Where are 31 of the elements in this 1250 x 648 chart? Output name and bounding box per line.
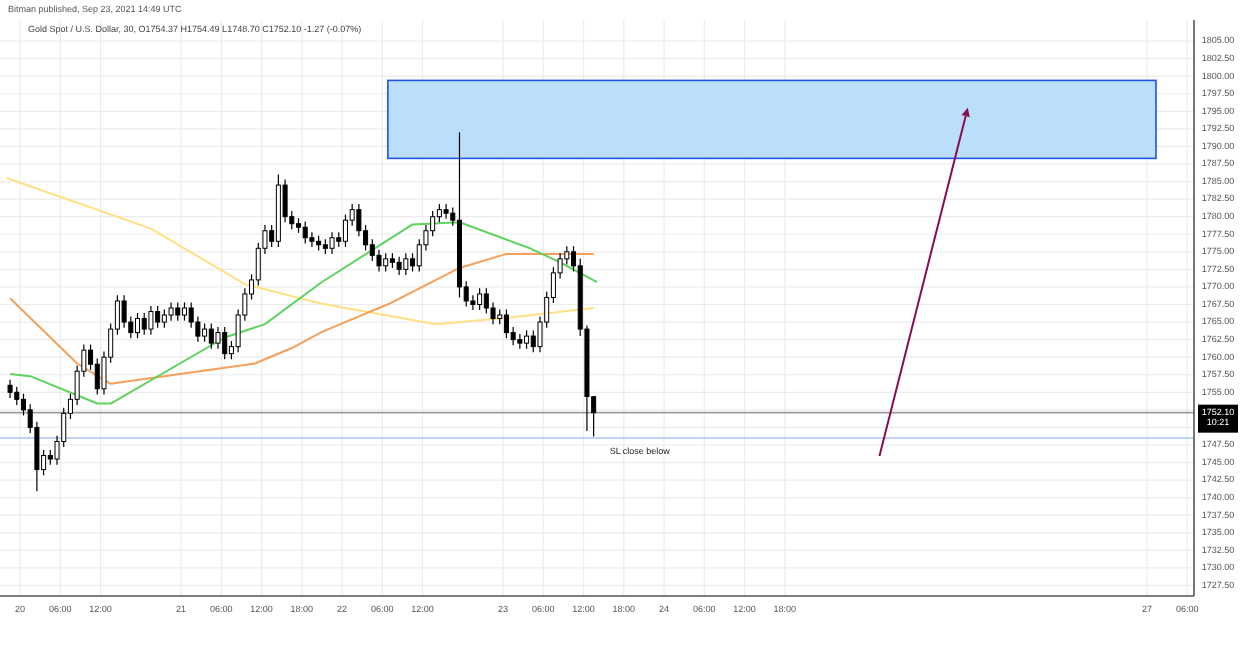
candlestick [517, 333, 523, 350]
candlestick [530, 329, 536, 353]
line-series [9, 221, 598, 405]
candlestick [222, 326, 228, 360]
candlestick [175, 301, 181, 322]
candlestick [161, 308, 167, 329]
candlestick [443, 203, 449, 220]
candlestick [181, 301, 187, 322]
candlestick [383, 252, 389, 273]
line-series [9, 252, 595, 385]
candlestick [215, 326, 221, 350]
candlestick [302, 221, 308, 244]
candlestick [7, 379, 13, 399]
candlestick [155, 305, 161, 329]
candlestick [94, 357, 100, 395]
candlestick [436, 203, 442, 223]
candlestick [524, 329, 530, 350]
candlestick [403, 252, 409, 276]
candlestick [410, 252, 416, 273]
candlestick [208, 322, 214, 350]
candlestick [342, 213, 348, 248]
candlestick [202, 322, 208, 343]
candlestick [396, 256, 402, 276]
candlestick [477, 287, 483, 311]
candlestick [14, 386, 20, 406]
candlestick [168, 301, 174, 322]
candlestick [329, 231, 335, 255]
candlestick [135, 312, 141, 339]
candlestick [148, 305, 154, 336]
candlestick [503, 308, 509, 339]
candlestick [141, 312, 147, 336]
